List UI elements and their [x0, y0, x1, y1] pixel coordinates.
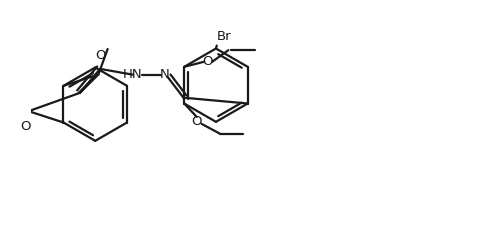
Text: O: O — [21, 120, 31, 133]
Text: HN: HN — [123, 68, 143, 81]
Text: O: O — [192, 114, 202, 128]
Text: Br: Br — [217, 30, 232, 43]
Text: O: O — [202, 55, 212, 68]
Text: N: N — [159, 68, 169, 81]
Text: O: O — [95, 49, 105, 62]
